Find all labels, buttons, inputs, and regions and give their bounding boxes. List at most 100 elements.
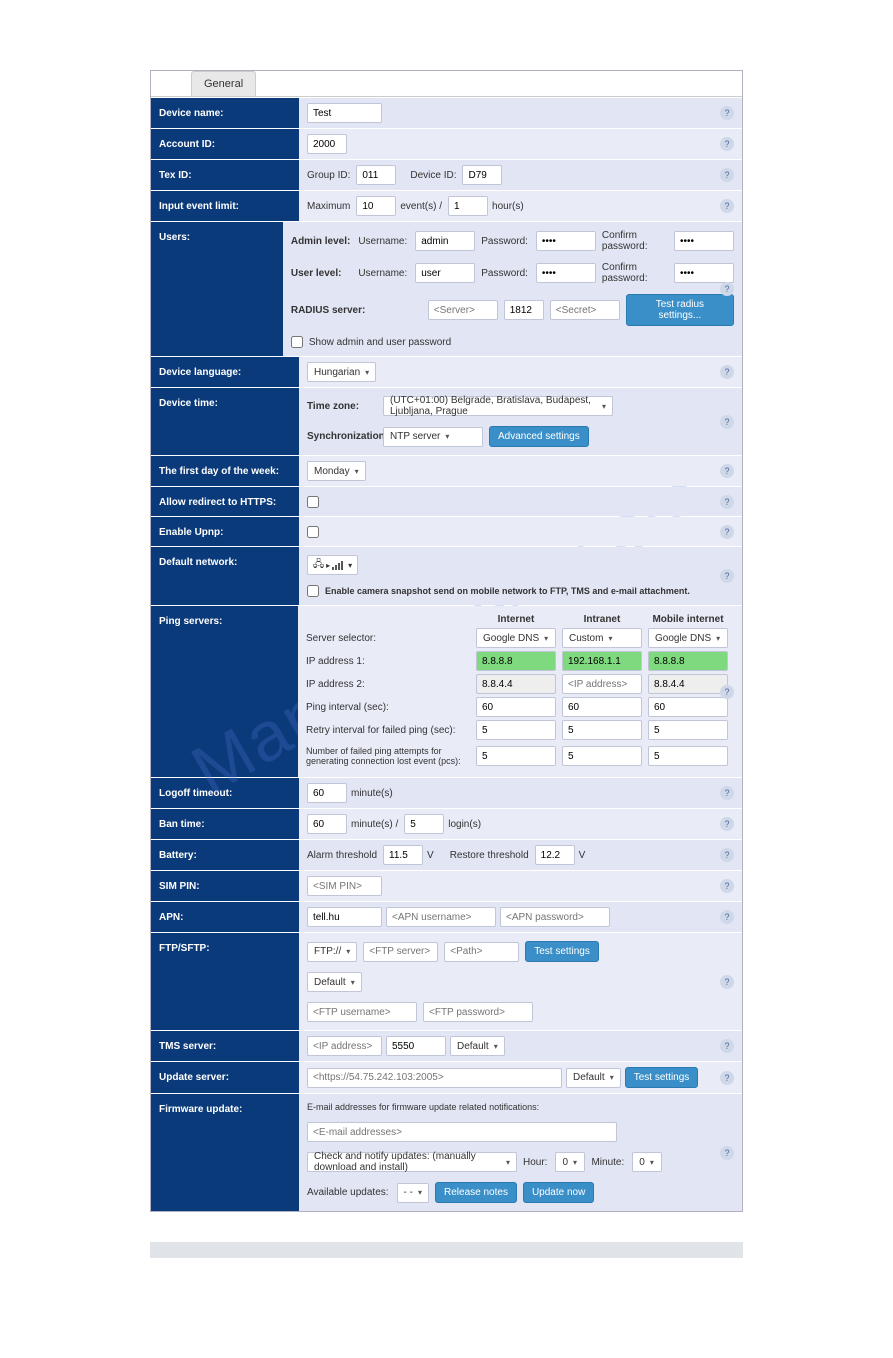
admin-confirm-input[interactable]	[674, 231, 734, 251]
ftp-user-input[interactable]	[307, 1002, 417, 1022]
radius-server-input[interactable]	[428, 300, 498, 320]
ip1-internet[interactable]	[476, 651, 556, 671]
ip1-intranet[interactable]	[562, 651, 642, 671]
ip2-internet[interactable]	[476, 674, 556, 694]
ip2-intranet[interactable]	[562, 674, 642, 694]
apn-pass-input[interactable]	[500, 907, 610, 927]
admin-username-input[interactable]	[415, 231, 475, 251]
alarm-threshold-input[interactable]	[383, 845, 423, 865]
fail-intranet[interactable]	[562, 746, 642, 766]
first-day-dropdown[interactable]: Monday	[307, 461, 366, 481]
user-password-input[interactable]	[536, 263, 596, 283]
sel-mobile[interactable]: Google DNS	[648, 628, 728, 648]
help-icon[interactable]: ?	[720, 975, 734, 989]
radius-port-input[interactable]	[504, 300, 544, 320]
show-password-checkbox[interactable]	[291, 336, 303, 348]
sim-pin-input[interactable]	[307, 876, 382, 896]
test-radius-button[interactable]: Test radius settings...	[626, 294, 734, 326]
ftp-path-input[interactable]	[444, 942, 519, 962]
fail-mobile[interactable]	[648, 746, 728, 766]
update-now-button[interactable]: Update now	[523, 1182, 594, 1203]
ftp-server-input[interactable]	[363, 942, 438, 962]
ftp-pass-input[interactable]	[423, 1002, 533, 1022]
update-url-input[interactable]	[307, 1068, 562, 1088]
upnp-checkbox[interactable]	[307, 526, 319, 538]
max-events-input[interactable]	[356, 196, 396, 216]
language-dropdown[interactable]: Hungarian	[307, 362, 376, 382]
help-icon[interactable]: ?	[720, 879, 734, 893]
password-label: Password:	[481, 236, 528, 247]
help-icon[interactable]: ?	[720, 106, 734, 120]
help-icon[interactable]: ?	[720, 1039, 734, 1053]
ftp-test-button[interactable]: Test settings	[525, 941, 599, 962]
help-icon[interactable]: ?	[720, 464, 734, 478]
https-checkbox[interactable]	[307, 496, 319, 508]
radius-secret-input[interactable]	[550, 300, 620, 320]
device-id-input[interactable]	[462, 165, 502, 185]
fw-avail-dropdown[interactable]: - -	[397, 1183, 429, 1203]
user-confirm-input[interactable]	[674, 263, 734, 283]
fail-internet[interactable]	[476, 746, 556, 766]
release-notes-button[interactable]: Release notes	[435, 1182, 517, 1203]
interval-internet[interactable]	[476, 697, 556, 717]
restore-threshold-input[interactable]	[535, 845, 575, 865]
sel-intranet[interactable]: Custom	[562, 628, 642, 648]
help-icon[interactable]: ?	[720, 1146, 734, 1160]
help-icon[interactable]: ?	[720, 137, 734, 151]
advanced-settings-button[interactable]: Advanced settings	[489, 426, 589, 447]
ban-minutes-input[interactable]	[307, 814, 347, 834]
fw-minute-dropdown[interactable]: 0	[632, 1152, 662, 1172]
help-icon[interactable]: ?	[720, 786, 734, 800]
ftp-scheme-dropdown[interactable]: FTP://	[307, 942, 357, 962]
logoff-input[interactable]	[307, 783, 347, 803]
help-icon[interactable]: ?	[720, 168, 734, 182]
device-name-input[interactable]	[307, 103, 382, 123]
help-icon[interactable]: ?	[720, 495, 734, 509]
sel-internet[interactable]: Google DNS	[476, 628, 556, 648]
ip2-mobile[interactable]	[648, 674, 728, 694]
help-icon[interactable]: ?	[720, 282, 734, 296]
help-icon[interactable]: ?	[720, 848, 734, 862]
help-icon[interactable]: ?	[720, 199, 734, 213]
ip1-mobile[interactable]	[648, 651, 728, 671]
help-icon[interactable]: ?	[720, 525, 734, 539]
tms-port-input[interactable]	[386, 1036, 446, 1056]
restore-threshold-label: Restore threshold	[450, 850, 529, 861]
user-username-input[interactable]	[415, 263, 475, 283]
retry-mobile[interactable]	[648, 720, 728, 740]
retry-intranet[interactable]	[562, 720, 642, 740]
update-default-dropdown[interactable]: Default	[566, 1068, 621, 1088]
interval-mobile[interactable]	[648, 697, 728, 717]
help-icon[interactable]: ?	[720, 1071, 734, 1085]
account-id-input[interactable]	[307, 134, 347, 154]
fw-hour-dropdown[interactable]: 0	[555, 1152, 585, 1172]
apn-input[interactable]	[307, 907, 382, 927]
hours-input[interactable]	[448, 196, 488, 216]
timezone-dropdown[interactable]: (UTC+01:00) Belgrade, Bratislava, Budape…	[383, 396, 613, 416]
help-icon[interactable]: ?	[720, 365, 734, 379]
fw-email-input[interactable]	[307, 1122, 617, 1142]
apn-user-input[interactable]	[386, 907, 496, 927]
ftp-default-dropdown[interactable]: Default	[307, 972, 362, 992]
tms-ip-input[interactable]	[307, 1036, 382, 1056]
ban-logins-input[interactable]	[404, 814, 444, 834]
show-password-label: Show admin and user password	[309, 337, 451, 348]
group-id-input[interactable]	[356, 165, 396, 185]
interval-intranet[interactable]	[562, 697, 642, 717]
help-icon[interactable]: ?	[720, 910, 734, 924]
admin-password-input[interactable]	[536, 231, 596, 251]
retry-internet[interactable]	[476, 720, 556, 740]
tms-default-dropdown[interactable]: Default	[450, 1036, 505, 1056]
help-icon[interactable]: ?	[720, 685, 734, 699]
help-icon[interactable]: ?	[720, 569, 734, 583]
sync-dropdown[interactable]: NTP server	[383, 427, 483, 447]
tab-general[interactable]: General	[191, 71, 256, 96]
fw-check-dropdown[interactable]: Check and notify updates: (manually down…	[307, 1152, 517, 1172]
help-icon[interactable]: ?	[720, 415, 734, 429]
label-tex-id: Tex ID:	[151, 160, 299, 190]
selector-label: Server selector:	[306, 630, 476, 647]
help-icon[interactable]: ?	[720, 817, 734, 831]
update-test-button[interactable]: Test settings	[625, 1067, 699, 1088]
snapshot-checkbox[interactable]	[307, 585, 319, 597]
network-selector[interactable]: 🖧 ▸ ▾	[307, 555, 358, 575]
